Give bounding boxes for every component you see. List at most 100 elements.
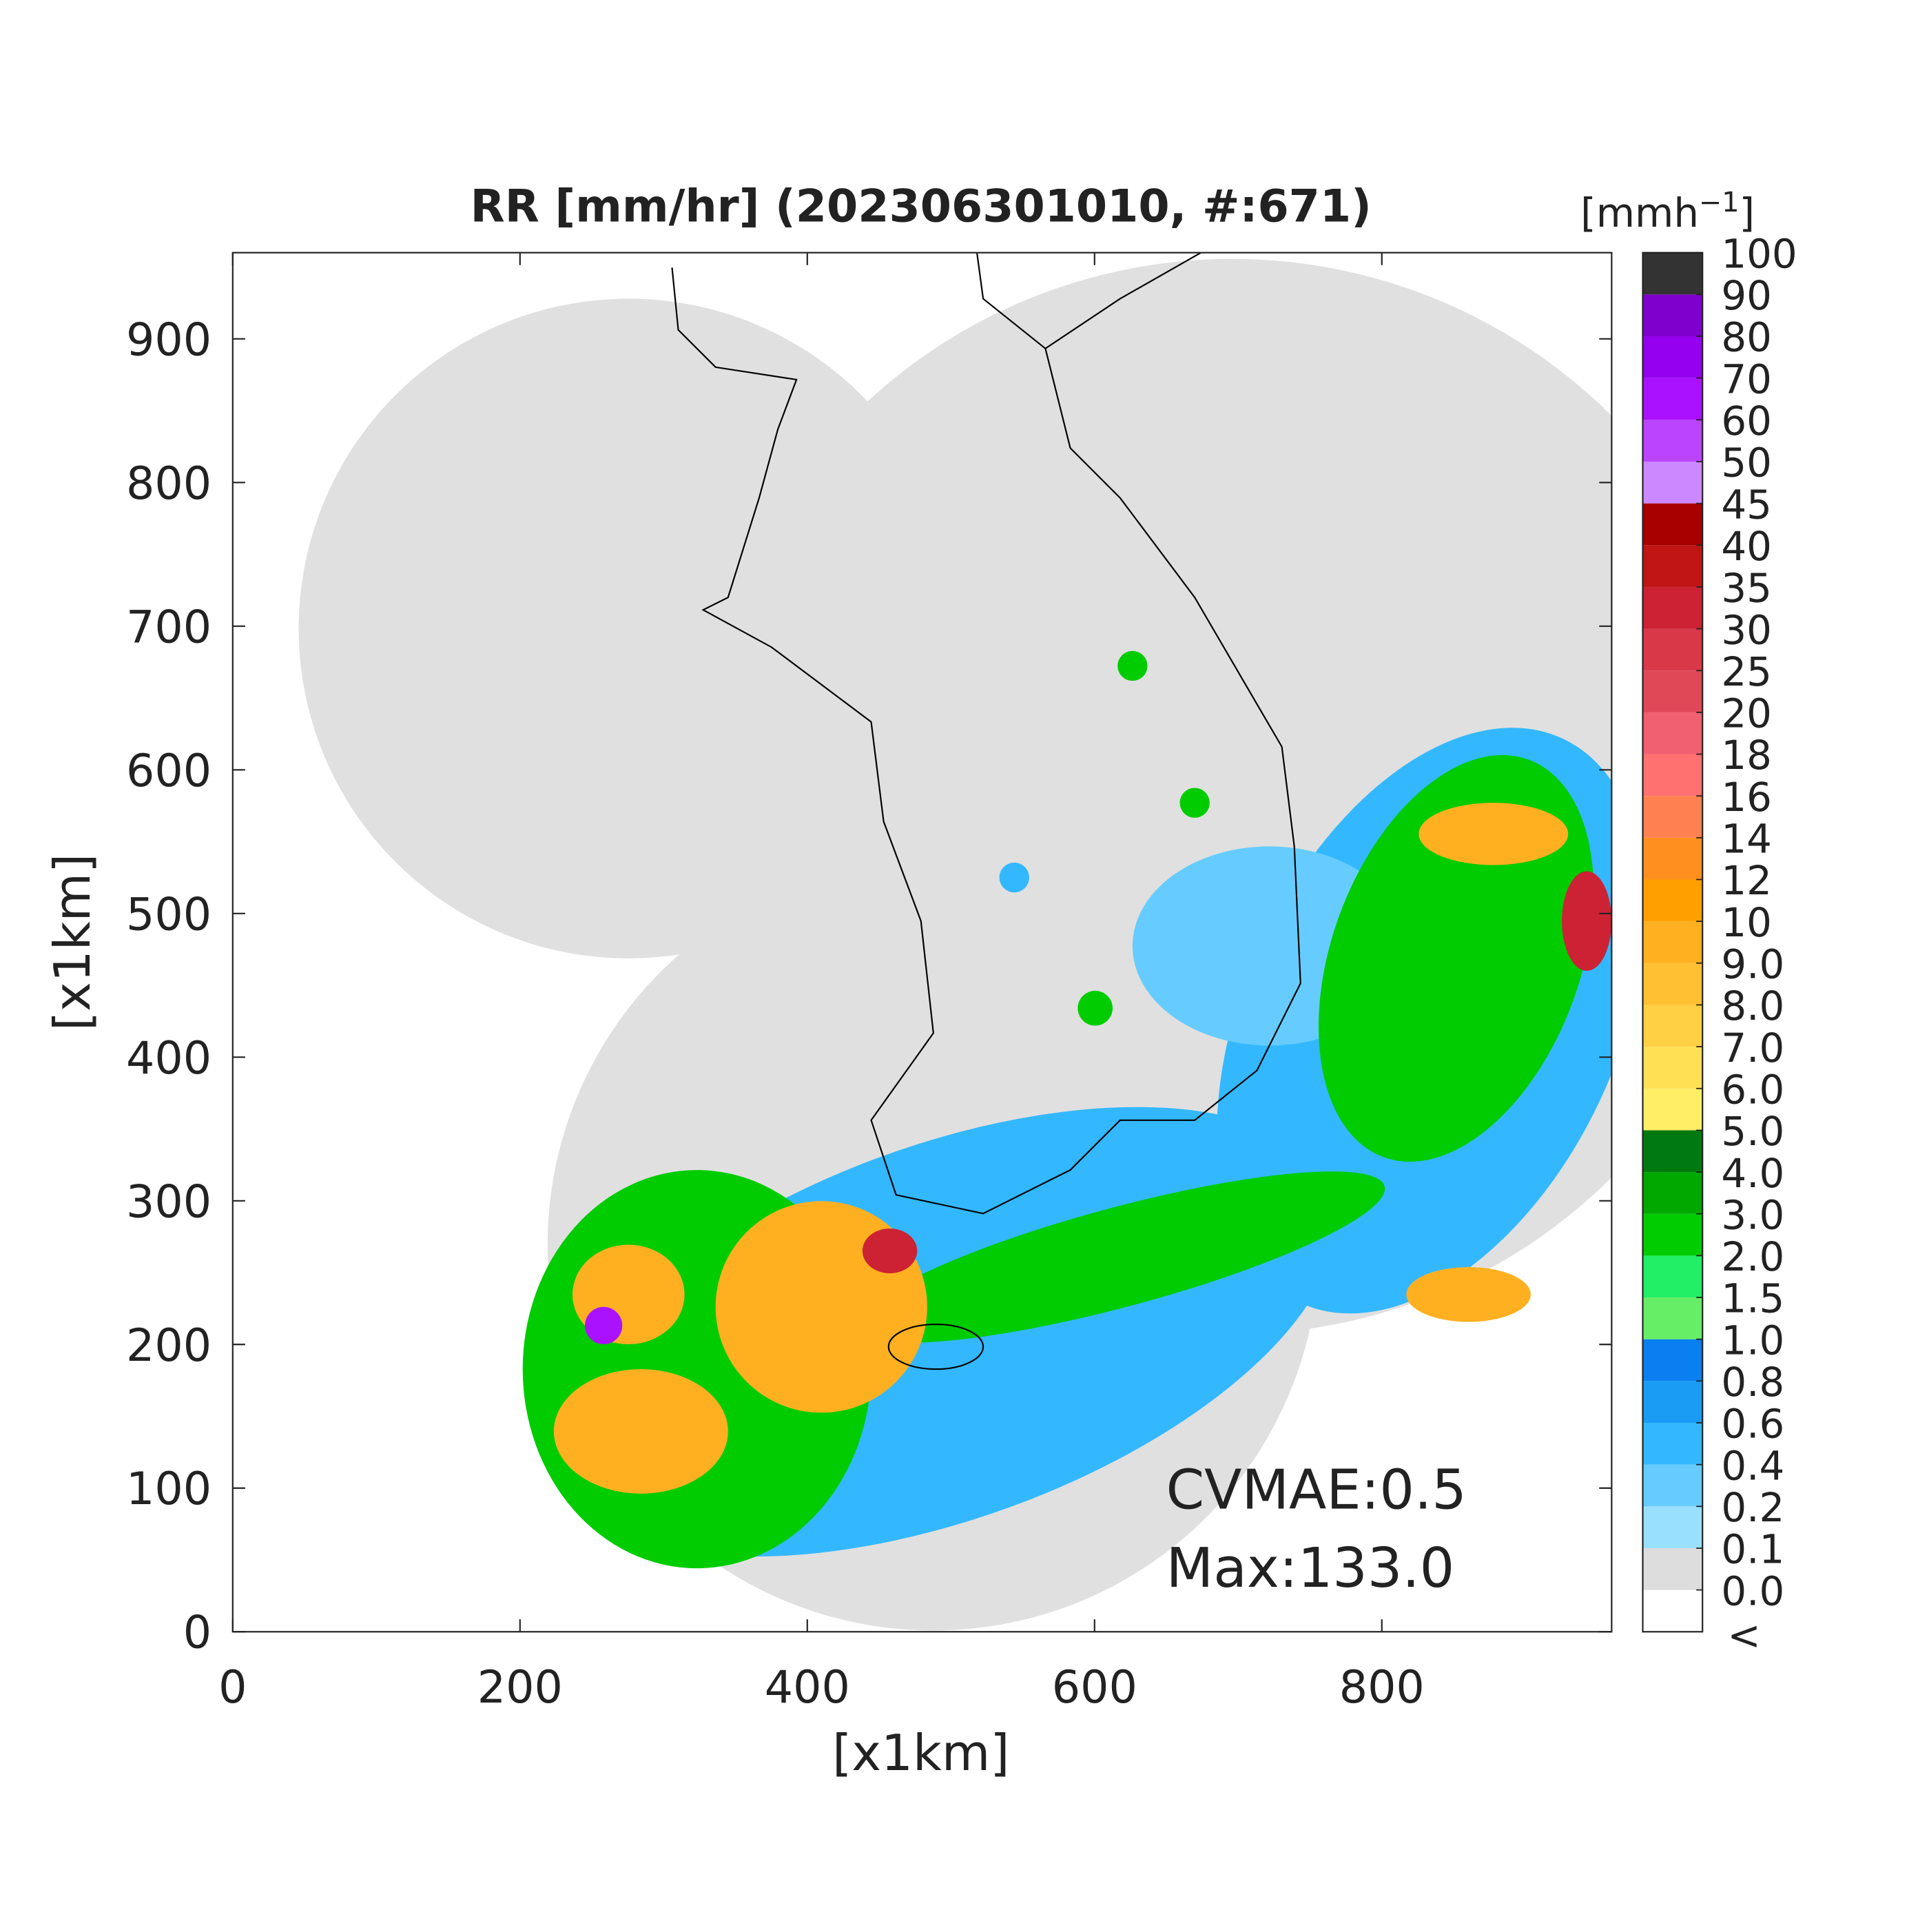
colorbar-label: 2.0: [1721, 1233, 1784, 1280]
colorbar-band: [1642, 796, 1703, 838]
y-tick-label: 200: [126, 1320, 212, 1372]
y-tick-label: 900: [126, 314, 212, 366]
coastline: [887, 1323, 984, 1370]
colorbar-band: [1642, 545, 1703, 587]
axes-frame: [231, 251, 1613, 1633]
colorbar-band: [1642, 1255, 1703, 1298]
colorbar-band: [1642, 963, 1703, 1005]
unit-exponent: −1: [1699, 187, 1740, 218]
x-tick-label: 0: [218, 1662, 247, 1714]
colorbar-label: 18: [1721, 732, 1772, 779]
colorbar-band: [1642, 586, 1703, 629]
colorbar-band: [1642, 1506, 1703, 1548]
colorbar-label: 90: [1721, 272, 1772, 319]
colorbar-label: 8.0: [1721, 983, 1784, 1029]
rain-area: [1179, 788, 1210, 818]
colorbar-band: [1642, 1422, 1703, 1465]
colorbar-label: 7.0: [1721, 1025, 1784, 1071]
colorbar-label: 3.0: [1721, 1191, 1784, 1238]
colorbar-band: [1642, 837, 1703, 880]
colorbar-label: 25: [1721, 648, 1772, 695]
colorbar-label: 9.0: [1721, 941, 1784, 987]
x-axis-label: [x1km]: [832, 1725, 1009, 1782]
colorbar-band: [1642, 628, 1703, 671]
colorbar-band: [1642, 1213, 1703, 1256]
colorbar-band: [1642, 1464, 1703, 1507]
colorbar-band: [1642, 1339, 1703, 1381]
rain-area: [1117, 650, 1148, 681]
y-axis-label: [x1km]: [44, 854, 102, 1031]
colorbar-label: 50: [1721, 440, 1772, 486]
rain-area: [1562, 871, 1612, 972]
colorbar-label: 70: [1721, 356, 1772, 402]
colorbar-label: 16: [1721, 774, 1772, 821]
colorbar-label: 6.0: [1721, 1066, 1784, 1113]
colorbar-label: 12: [1721, 857, 1772, 904]
colorbar-label: 0.2: [1721, 1484, 1784, 1531]
colorbar-frame: [1642, 251, 1704, 1633]
colorbar-label: 100: [1721, 230, 1797, 277]
annotation: Max:133.0: [1166, 1536, 1455, 1600]
colorbar-label: 0.6: [1721, 1401, 1784, 1448]
colorbar-label: 0.4: [1721, 1442, 1784, 1489]
colorbar-label: 80: [1721, 314, 1772, 361]
colorbar-band: [1642, 1172, 1703, 1214]
colorbar-label: 40: [1721, 523, 1772, 570]
rain-area: [1406, 1266, 1531, 1322]
y-tick-label: 800: [126, 458, 212, 510]
colorbar-band: [1642, 1381, 1703, 1423]
colorbar-band: [1642, 1130, 1703, 1173]
colorbar-band: [1642, 461, 1703, 504]
colorbar-band: [1642, 336, 1703, 378]
colorbar-label: 0.0: [1721, 1568, 1784, 1614]
rain-area: [855, 1171, 1385, 1343]
rain-area: [862, 1228, 918, 1273]
y-tick-label: 100: [126, 1463, 212, 1515]
y-tick-label: 400: [126, 1033, 212, 1085]
colorbar-band: [1642, 1548, 1703, 1590]
colorbar-band: [1642, 378, 1703, 420]
colorbar-label: 20: [1721, 690, 1772, 737]
colorbar-band: [1642, 420, 1703, 462]
colorbar-underflow-label: <: [1727, 1612, 1760, 1659]
colorbar-band: [1642, 1088, 1703, 1131]
colorbar-band: [1642, 1297, 1703, 1339]
colorbar-band: [1642, 754, 1703, 797]
x-tick-label: 800: [1339, 1662, 1425, 1714]
rain-area: [1077, 990, 1113, 1026]
colorbar-band: [1642, 503, 1703, 546]
colorbar-label: 0.8: [1721, 1359, 1784, 1406]
colorbar-band: [1642, 252, 1703, 295]
y-tick-label: 0: [183, 1607, 212, 1659]
y-tick-label: 700: [126, 602, 212, 653]
rain-area: [999, 862, 1029, 893]
x-tick-label: 600: [1052, 1662, 1137, 1714]
colorbar-label: 4.0: [1721, 1150, 1784, 1197]
colorbar-band: [1642, 1047, 1703, 1089]
rain-area: [1419, 803, 1569, 865]
y-tick-label: 500: [126, 889, 212, 941]
colorbar-label: 30: [1721, 606, 1772, 653]
colorbar-label: 35: [1721, 565, 1772, 612]
chart-title: RR [mm/hr] (202306301010, #:671): [471, 181, 1372, 233]
colorbar-band: [1642, 1005, 1703, 1047]
colorbar-band: [1642, 921, 1703, 963]
radar-field: [298, 252, 1612, 1631]
colorbar-label: 10: [1721, 899, 1772, 946]
colorbar-band: [1642, 670, 1703, 712]
colorbar-label: 60: [1721, 398, 1772, 444]
y-tick-label: 300: [126, 1176, 212, 1228]
annotation: CVMAE:0.5: [1166, 1457, 1467, 1521]
unit-close: ]: [1740, 189, 1755, 236]
y-tick-label: 600: [126, 746, 212, 797]
colorbar-unit: [mmh−1]: [1580, 187, 1755, 236]
colorbar-band: [1642, 294, 1703, 337]
x-tick-label: 200: [477, 1662, 563, 1714]
coastline: [671, 252, 1301, 1215]
unit-text: [mmh: [1580, 189, 1699, 236]
colorbar-label: 14: [1721, 816, 1772, 863]
colorbar-label: 45: [1721, 481, 1772, 528]
colorbar-band: [1642, 712, 1703, 754]
